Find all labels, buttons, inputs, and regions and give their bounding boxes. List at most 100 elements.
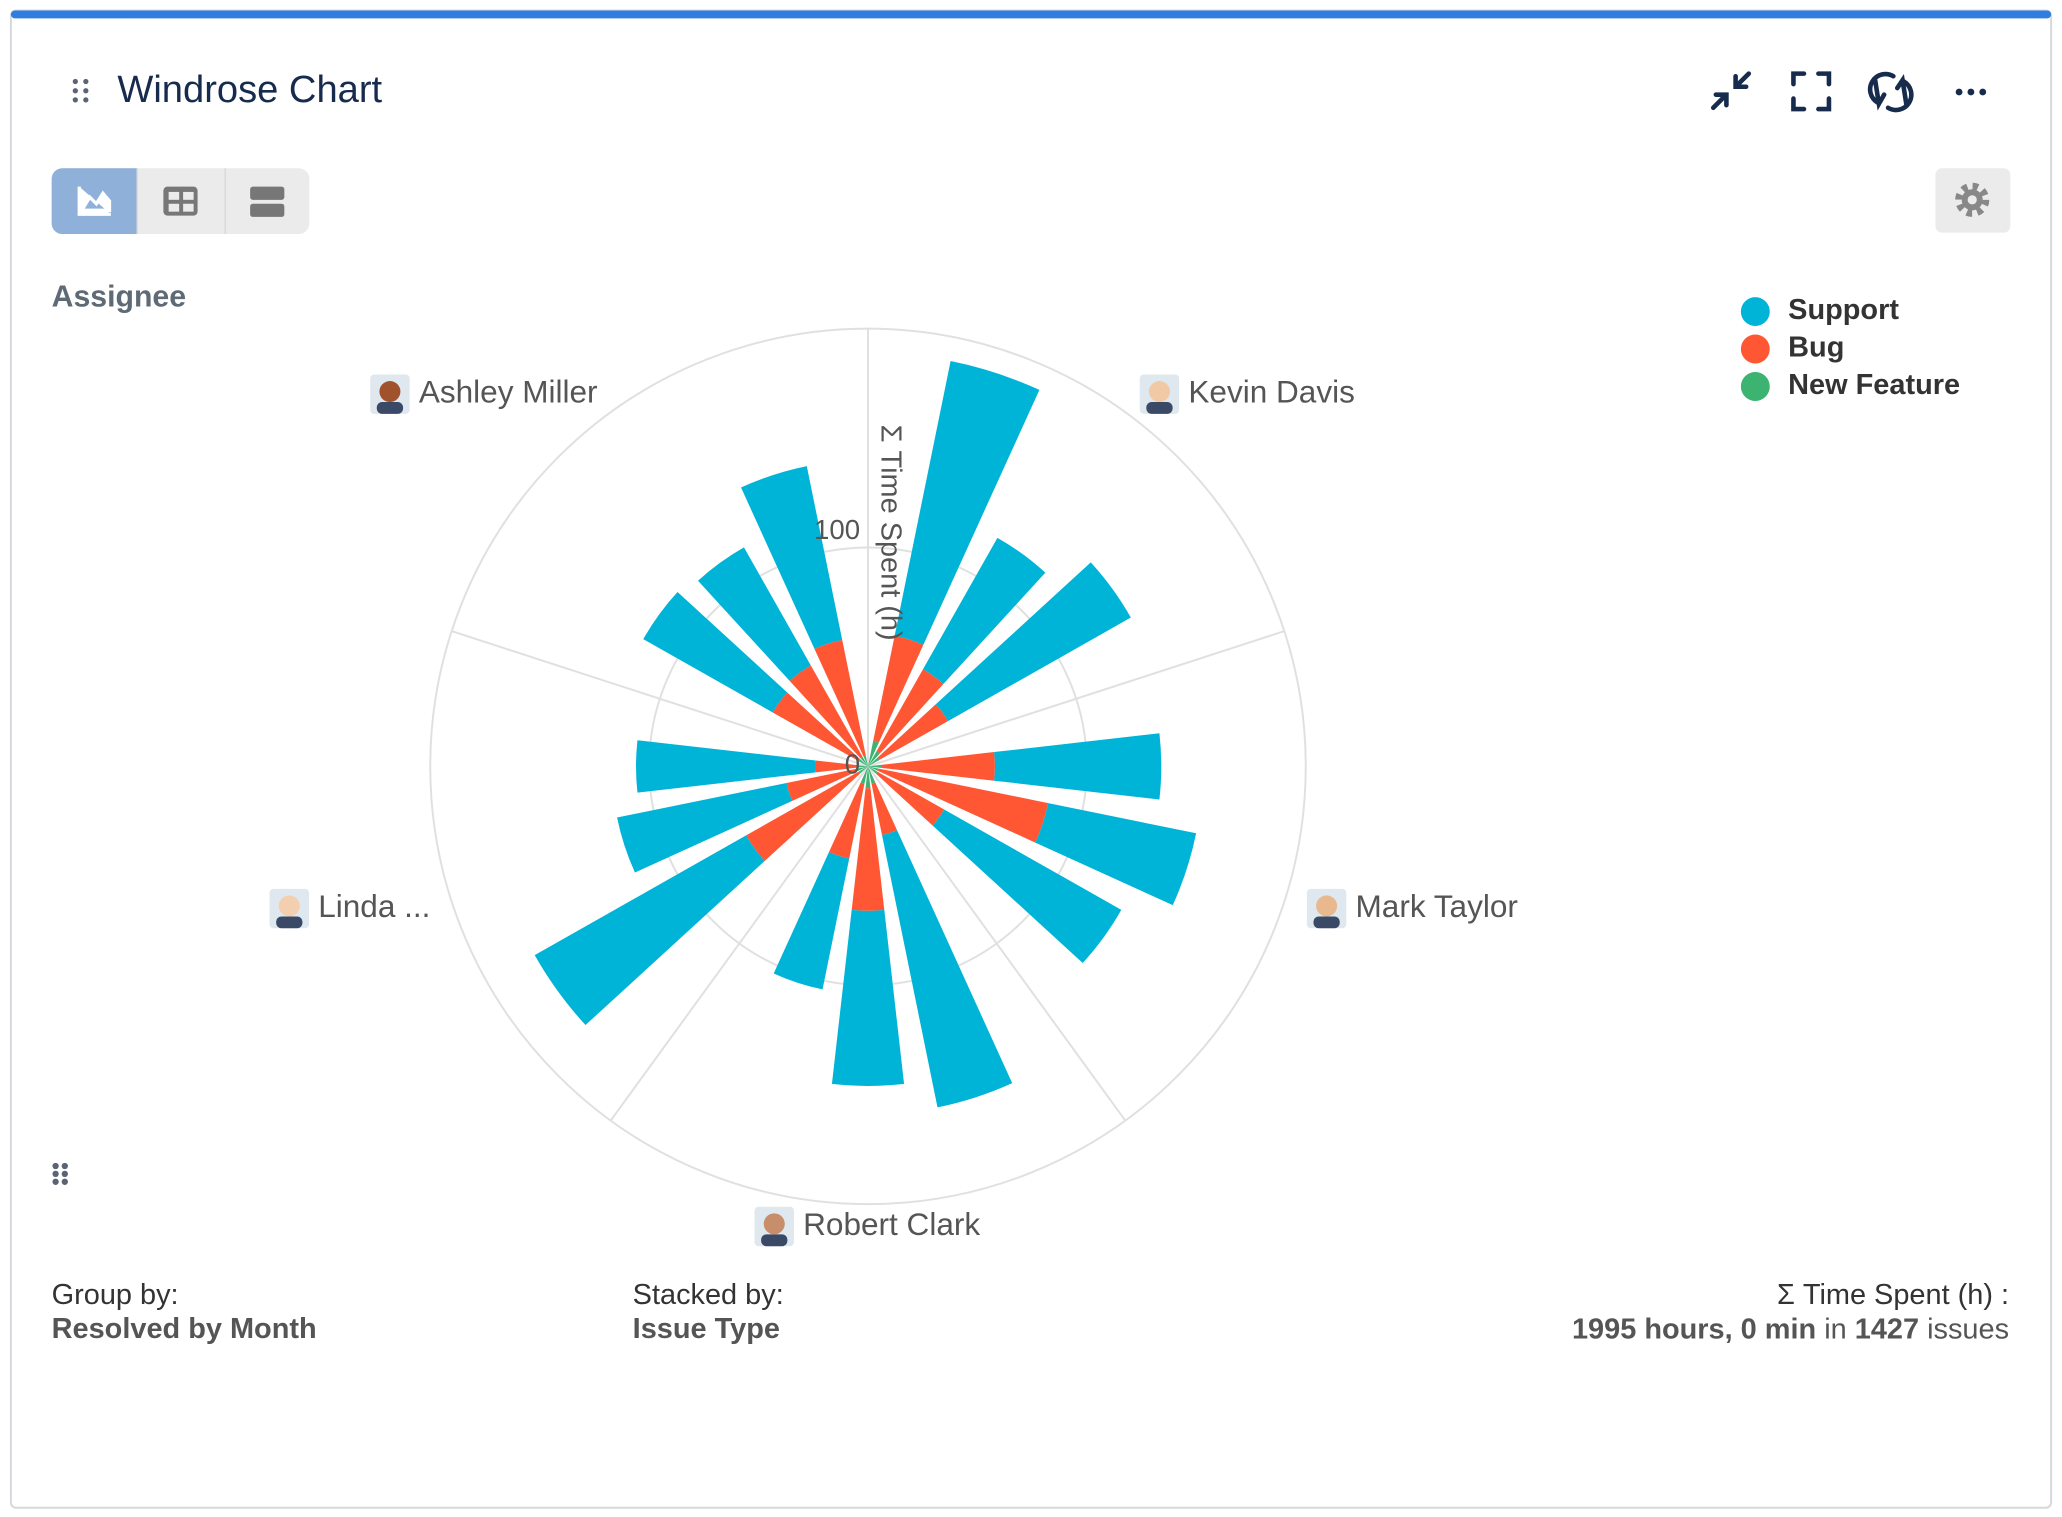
icons (1710, 71, 1914, 113)
footer-value: Resolved by Month (52, 1313, 317, 1345)
avatar-face (379, 381, 401, 403)
wedge (922, 537, 1046, 685)
wedge (773, 852, 850, 990)
wedge (534, 835, 765, 1026)
view-toggle (51, 168, 310, 234)
wedge (867, 740, 879, 767)
wedge (867, 766, 878, 774)
avatar-body (276, 916, 303, 929)
avatar-body (1313, 916, 1340, 929)
resize-handle[interactable] (52, 1162, 68, 1185)
footer: Group by: Resolved by Month Stacked by: … (52, 1279, 2009, 1345)
wedge (828, 782, 865, 859)
wedge (851, 788, 885, 911)
avatar-body (376, 402, 404, 414)
y-tick-label: 0 (845, 749, 860, 780)
wedge (860, 756, 868, 767)
collapse-icon[interactable] (1710, 71, 1752, 111)
card-top-bar (10, 10, 2052, 19)
total-in: in (1824, 1313, 1847, 1345)
wedge (1035, 803, 1197, 906)
chart-view-icon (77, 186, 112, 216)
list-view-button[interactable] (250, 186, 285, 217)
wedge (881, 830, 1013, 1108)
avatar (1306, 888, 1347, 929)
widget-title: Windrose Chart (117, 68, 382, 111)
wedge (876, 771, 945, 826)
legend-marker (1740, 334, 1770, 364)
wedge (877, 704, 948, 760)
legend-label: Support (1788, 294, 1899, 326)
wedge (867, 766, 879, 771)
wedge (867, 757, 880, 767)
wedge (873, 635, 924, 743)
drag-handle[interactable] (72, 78, 89, 103)
wedge (871, 782, 898, 836)
total-issues: issues (1927, 1313, 2009, 1345)
wedge (698, 547, 811, 681)
wedge (617, 782, 793, 873)
legend-label: New Feature (1788, 369, 1960, 401)
group-title: Assignee (52, 280, 186, 313)
avatar (370, 374, 410, 414)
refresh-icon[interactable] (1867, 71, 1914, 113)
wedge (815, 760, 858, 773)
wedge (935, 562, 1131, 722)
wedge (741, 466, 843, 649)
wedge (857, 766, 868, 771)
avatar-body (761, 1234, 788, 1247)
wedge (867, 764, 882, 768)
x-tick-label: Linda ... (318, 888, 430, 924)
wedge (789, 665, 863, 759)
x-tick-label: Kevin Davis (1188, 373, 1354, 409)
footer-label: Stacked by: (633, 1279, 784, 1311)
y-tick-label: 100 (814, 514, 860, 545)
total-value: 1995 hours, 0 min (1572, 1313, 1816, 1345)
footer-label: Group by: (52, 1279, 179, 1311)
wedge (881, 752, 995, 781)
wedge (865, 766, 871, 789)
avatar-face (1148, 381, 1170, 403)
footer-label: Σ Time Spent (h) : (1777, 1279, 2009, 1311)
wedge (867, 766, 876, 784)
avatar (1139, 374, 1180, 414)
avatar (269, 888, 310, 929)
total-count: 1427 (1855, 1313, 1919, 1345)
wedge (894, 361, 1040, 645)
x-tick-label: Mark Taylor (1356, 888, 1518, 924)
wedge (860, 766, 868, 784)
wedge (857, 765, 868, 768)
x-tick-label: Robert Clark (803, 1206, 980, 1242)
wedge (772, 692, 860, 761)
wedge (877, 768, 1049, 843)
settings-button[interactable] (1935, 168, 2011, 233)
footer-value: Issue Type (633, 1313, 780, 1345)
wedge (867, 751, 880, 767)
wedge (643, 591, 788, 713)
wedge (994, 733, 1162, 800)
legend-marker (1740, 297, 1770, 327)
wedge (863, 755, 868, 767)
avatar-face (1316, 895, 1338, 917)
fullscreen-icon[interactable] (1791, 71, 1832, 112)
avatar (754, 1206, 794, 1247)
table-view-button[interactable] (163, 186, 198, 216)
x-tick-label: Ashley Miller (419, 373, 598, 409)
wedge (876, 669, 944, 754)
avatar-body (1146, 402, 1173, 414)
wedge (932, 809, 1122, 963)
wedge (746, 771, 860, 861)
more-icon[interactable] (1955, 88, 1987, 96)
wedge (858, 766, 868, 774)
wedge (831, 909, 905, 1086)
legend-marker (1740, 372, 1770, 401)
y-axis-title: Σ Time Spent (h) (874, 425, 906, 641)
wedge (814, 639, 866, 757)
footer-total: 1995 hours, 0 min in 1427 issues (1572, 1313, 2009, 1345)
wedge (858, 758, 868, 767)
avatar-face (278, 895, 300, 917)
wedge (635, 740, 816, 793)
avatar-face (763, 1213, 785, 1235)
wedge (786, 768, 859, 801)
